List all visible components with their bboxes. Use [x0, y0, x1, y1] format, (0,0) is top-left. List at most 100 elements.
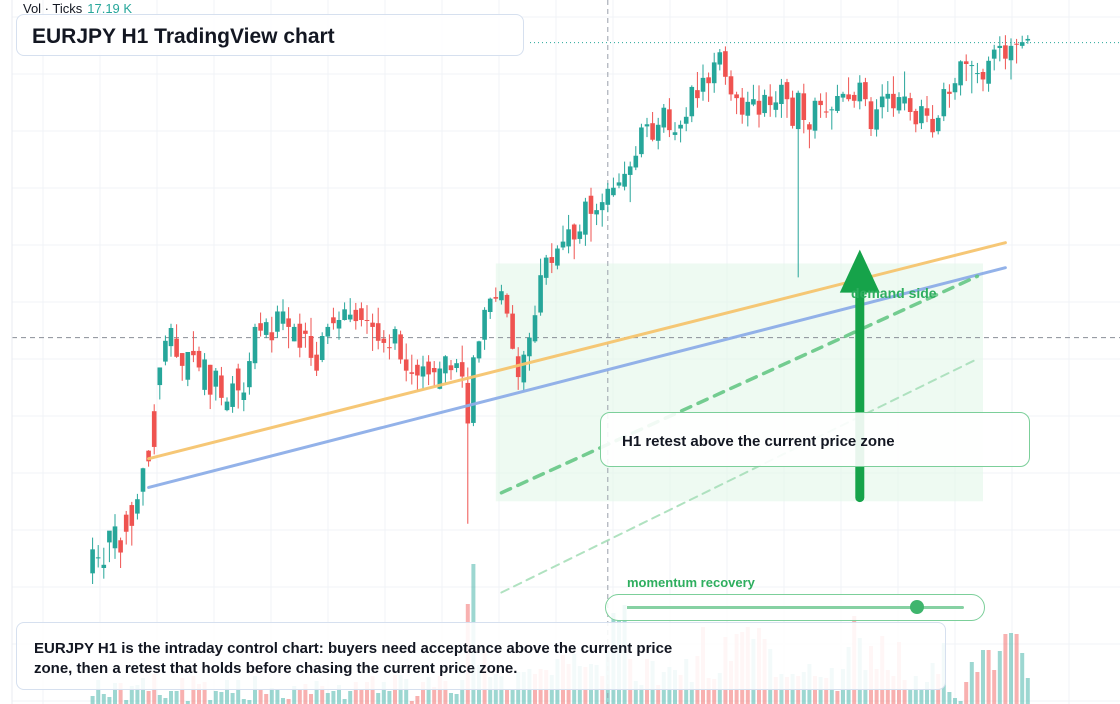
candle-body [235, 368, 241, 391]
volume-bar [1014, 634, 1019, 704]
candle-body [599, 202, 605, 211]
candle-body [107, 530, 112, 543]
candle-body [118, 540, 123, 553]
volume-bar [981, 650, 985, 704]
candle-body [476, 341, 482, 359]
volume-bar [376, 693, 381, 704]
volume-bar [118, 683, 123, 704]
candle-body [857, 82, 863, 102]
candle-body [247, 361, 252, 388]
candle-body [773, 102, 779, 110]
volume-bar [163, 698, 168, 704]
candle-body [420, 366, 426, 377]
candle-body [835, 96, 840, 111]
volume-bar [185, 701, 190, 704]
candle-body [779, 84, 784, 104]
retest-callout: H1 retest above the current price zone [600, 412, 1030, 467]
candle-body [913, 110, 919, 125]
candle-body [644, 124, 650, 127]
candle-body [454, 363, 459, 368]
candle-body [207, 364, 213, 395]
candle-body [409, 372, 415, 374]
candle-body [286, 318, 291, 327]
candle-body [398, 334, 403, 360]
volume-bar [292, 686, 297, 704]
momentum-slider[interactable] [605, 594, 985, 621]
volume-bar [913, 676, 918, 704]
candle-body [829, 109, 835, 111]
candle-body [241, 392, 247, 400]
candle-body [392, 329, 398, 344]
candle-body [370, 322, 375, 327]
candle-body [655, 124, 661, 141]
volume-bar [230, 693, 235, 704]
volume-bar [101, 694, 106, 704]
volume-legend: Vol · Ticks 17.19 K [23, 1, 132, 16]
candle-body [711, 62, 717, 84]
volume-bar [969, 662, 974, 704]
note-text: EURJPY H1 is the intraday control chart:… [34, 640, 673, 677]
candle-body [123, 514, 129, 532]
volume-bar [225, 680, 229, 704]
volume-bar [449, 693, 453, 704]
volume-bar [286, 699, 291, 704]
volume-bar [157, 695, 162, 704]
candle-body [168, 328, 174, 347]
candle-body [426, 361, 431, 375]
note-box: EURJPY H1 is the intraday control chart:… [16, 622, 946, 690]
candle-body [947, 91, 952, 94]
candle-body [314, 354, 319, 371]
candle-body [437, 368, 443, 389]
candle-body [185, 352, 191, 380]
candle-body [493, 297, 499, 299]
volume-bar [370, 676, 375, 704]
candle-body [219, 375, 224, 398]
candle-body [583, 201, 588, 235]
volume-bar [639, 685, 644, 704]
candle-body [510, 313, 515, 349]
candle-body [263, 322, 269, 335]
candle-body [258, 323, 263, 331]
volume-bar [303, 684, 308, 704]
volume-bar [902, 680, 907, 704]
arrow-head [839, 249, 880, 293]
volume-bar [404, 679, 409, 704]
candle-body [359, 308, 364, 320]
volume-bar [656, 685, 661, 704]
volume-bar [415, 696, 420, 704]
candle-body [353, 309, 359, 322]
volume-bar [925, 682, 929, 704]
volume-bar [997, 651, 1002, 704]
chart-title: EURJPY H1 TradingView chart [32, 25, 335, 48]
volume-legend-label: Vol · Ticks [23, 1, 83, 16]
candle-body [1008, 45, 1014, 61]
volume-bar [247, 700, 252, 704]
volume-bar [337, 685, 341, 704]
candle-body [695, 90, 700, 99]
candle-body [958, 61, 963, 86]
volume-bar [174, 691, 179, 704]
candle-body [269, 332, 275, 341]
candle-body [571, 224, 577, 240]
candle-body [885, 93, 891, 99]
momentum-slider-handle[interactable] [909, 600, 924, 614]
candle-body [538, 275, 543, 313]
volume-bar [796, 676, 801, 704]
candle-body [639, 127, 644, 155]
volume-bar [236, 680, 241, 704]
volume-bar [96, 680, 101, 704]
candle-body [975, 73, 980, 75]
volume-bar [824, 678, 829, 704]
volume-bar [129, 686, 134, 704]
candle-body [499, 291, 504, 301]
candle-body [851, 94, 857, 101]
candle-body [863, 82, 868, 100]
candle-body [577, 231, 583, 239]
volume-bar [1009, 633, 1013, 704]
volume-bar [197, 684, 201, 704]
candle-body [879, 96, 885, 108]
volume-bar [208, 700, 213, 704]
candle-body [1003, 45, 1008, 59]
candle-body [756, 100, 762, 115]
